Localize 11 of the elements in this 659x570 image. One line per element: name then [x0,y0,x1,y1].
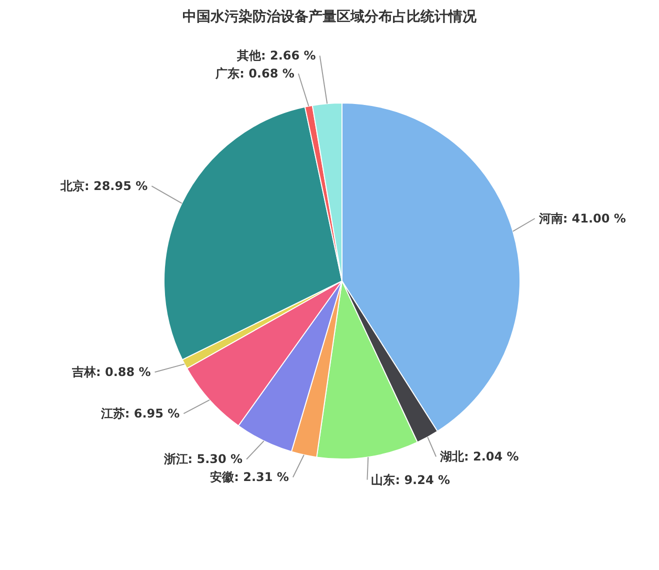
slice-label: 河南: 41.00 % [538,212,626,226]
slice-label: 山东: 9.24 % [371,472,450,487]
slice-label: 安徽: 2.31 % [210,470,289,484]
slice-label: 湖北: 2.04 % [439,450,519,464]
slice-label: 吉林: 0.88 % [71,365,151,380]
slice-label: 浙江: 5.30 % [162,452,243,466]
slice-label: 江苏: 6.95 % [100,406,180,421]
slice-label: 广东: 0.68 % [214,66,294,81]
slice-label: 北京: 28.95 % [60,179,148,194]
slice-label: 其他: 2.66 % [236,48,316,63]
chart-title: 中国水污染防治设备产量区域分布占比统计情况 [182,8,478,26]
